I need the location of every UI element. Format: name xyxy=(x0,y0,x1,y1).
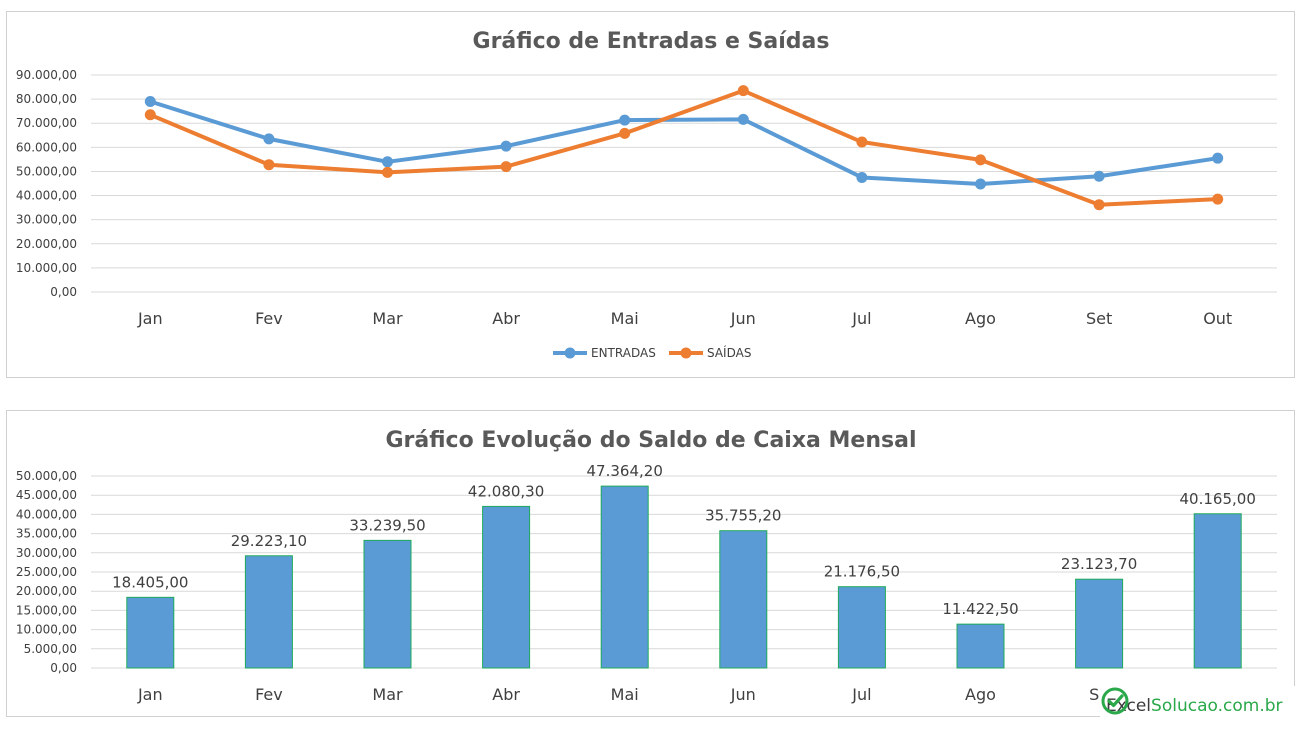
x-tick-label: Set xyxy=(1086,309,1112,328)
data-point xyxy=(856,136,868,148)
y-tick-label: 45.000,00 xyxy=(16,488,77,502)
y-tick-label: 15.000,00 xyxy=(16,603,77,617)
bar xyxy=(244,555,293,669)
y-tick-label: 5.000,00 xyxy=(24,642,77,656)
bar-chart: Gráfico Evolução do Saldo de Caixa Mensa… xyxy=(16,428,1277,704)
y-tick-label: 0,00 xyxy=(50,285,77,299)
excelsolucao-logo: ExcelSolucao.com.br xyxy=(1100,686,1298,726)
data-point xyxy=(382,166,393,178)
bar xyxy=(482,505,531,669)
data-point xyxy=(975,178,986,190)
x-tick-label: Jan xyxy=(137,309,163,328)
y-tick-label: 90.000,00 xyxy=(16,68,77,82)
y-tick-label: 80.000,00 xyxy=(16,92,77,106)
data-point xyxy=(144,109,156,121)
bar xyxy=(126,596,175,669)
bar xyxy=(600,485,649,669)
bar xyxy=(719,530,768,669)
data-point xyxy=(619,114,631,126)
data-point xyxy=(737,85,749,97)
x-tick-label: Abr xyxy=(492,309,520,328)
data-point xyxy=(144,96,156,108)
data-label: 29.223,10 xyxy=(231,532,307,550)
x-tick-label: Out xyxy=(1203,309,1232,328)
legend-marker xyxy=(564,347,576,359)
y-tick-label: 10.000,00 xyxy=(16,623,77,637)
data-point xyxy=(263,133,275,145)
data-label: 40.165,00 xyxy=(1180,490,1256,508)
data-label: 21.176,50 xyxy=(824,563,900,581)
x-tick-label: Jul xyxy=(851,309,871,328)
data-label: 42.080,30 xyxy=(468,482,544,500)
legend-label: ENTRADAS xyxy=(591,346,656,360)
y-tick-label: 60.000,00 xyxy=(16,140,77,154)
y-tick-label: 35.000,00 xyxy=(16,527,77,541)
data-point xyxy=(500,161,512,173)
bar-chart-panel: Gráfico Evolução do Saldo de Caixa Mensa… xyxy=(6,410,1295,717)
y-tick-label: 10.000,00 xyxy=(16,261,77,275)
y-tick-label: 40.000,00 xyxy=(16,507,77,521)
legend-label: SAÍDAS xyxy=(707,345,751,360)
data-point xyxy=(1093,170,1105,182)
data-point xyxy=(856,171,868,183)
line-chart-panel: Gráfico de Entradas e Saídas 0,00 10.000,0… xyxy=(6,11,1295,378)
data-label: 35.755,20 xyxy=(705,507,781,525)
data-label: 11.422,50 xyxy=(942,600,1018,618)
data-point xyxy=(1212,193,1224,205)
data-point xyxy=(500,140,512,152)
x-tick-label: Abr xyxy=(492,685,520,704)
data-point xyxy=(737,113,749,125)
x-tick-label: Mar xyxy=(372,309,403,328)
y-tick-label: 70.000,00 xyxy=(16,116,77,130)
y-tick-label: 30.000,00 xyxy=(16,546,77,560)
legend-marker xyxy=(680,347,692,359)
data-label: 18.405,00 xyxy=(112,573,188,591)
x-tick-label: Mar xyxy=(372,685,403,704)
bar xyxy=(363,539,412,669)
data-point xyxy=(619,127,631,139)
series-line-1 xyxy=(149,88,1218,207)
chart-title: Gráfico de Entradas e Saídas xyxy=(473,29,830,54)
y-tick-label: 30.000,00 xyxy=(16,213,77,227)
data-point xyxy=(1093,199,1105,211)
x-tick-label: Ago xyxy=(965,309,996,328)
x-tick-label: Mai xyxy=(611,309,639,328)
logo-text: ExcelSolucao.com.br xyxy=(1106,696,1283,716)
check-circle-icon xyxy=(1101,687,1129,715)
chart-title: Gráfico Evolução do Saldo de Caixa Mensa… xyxy=(385,428,916,453)
x-tick-label: Jan xyxy=(137,685,163,704)
x-tick-label: Ago xyxy=(965,685,996,704)
bar xyxy=(1193,513,1242,669)
y-tick-label: 50.000,00 xyxy=(16,469,77,483)
data-point xyxy=(975,154,986,166)
y-tick-label: 40.000,00 xyxy=(16,189,77,203)
bar xyxy=(1075,578,1124,669)
data-point xyxy=(382,156,393,168)
y-tick-label: 25.000,00 xyxy=(16,565,77,579)
y-tick-label: 50.000,00 xyxy=(16,164,77,178)
data-label: 23.123,70 xyxy=(1061,555,1137,573)
x-tick-label: Fev xyxy=(255,685,283,704)
y-tick-label: 0,00 xyxy=(50,661,77,675)
x-tick-label: Mai xyxy=(611,685,639,704)
data-point xyxy=(1212,152,1224,164)
bar xyxy=(837,586,886,669)
data-label: 47.364,20 xyxy=(587,462,663,480)
data-label: 33.239,50 xyxy=(349,516,425,534)
x-tick-label: Jun xyxy=(730,309,756,328)
bar xyxy=(956,623,1005,669)
data-point xyxy=(263,159,275,171)
x-tick-label: Jul xyxy=(851,685,871,704)
x-tick-label: Fev xyxy=(255,309,283,328)
y-tick-label: 20.000,00 xyxy=(16,237,77,251)
x-tick-label: Jun xyxy=(730,685,756,704)
y-tick-label: 20.000,00 xyxy=(16,584,77,598)
line-chart: Gráfico de Entradas e Saídas 0,00 10.000,0… xyxy=(16,29,1277,360)
series-line-0 xyxy=(149,99,1219,186)
